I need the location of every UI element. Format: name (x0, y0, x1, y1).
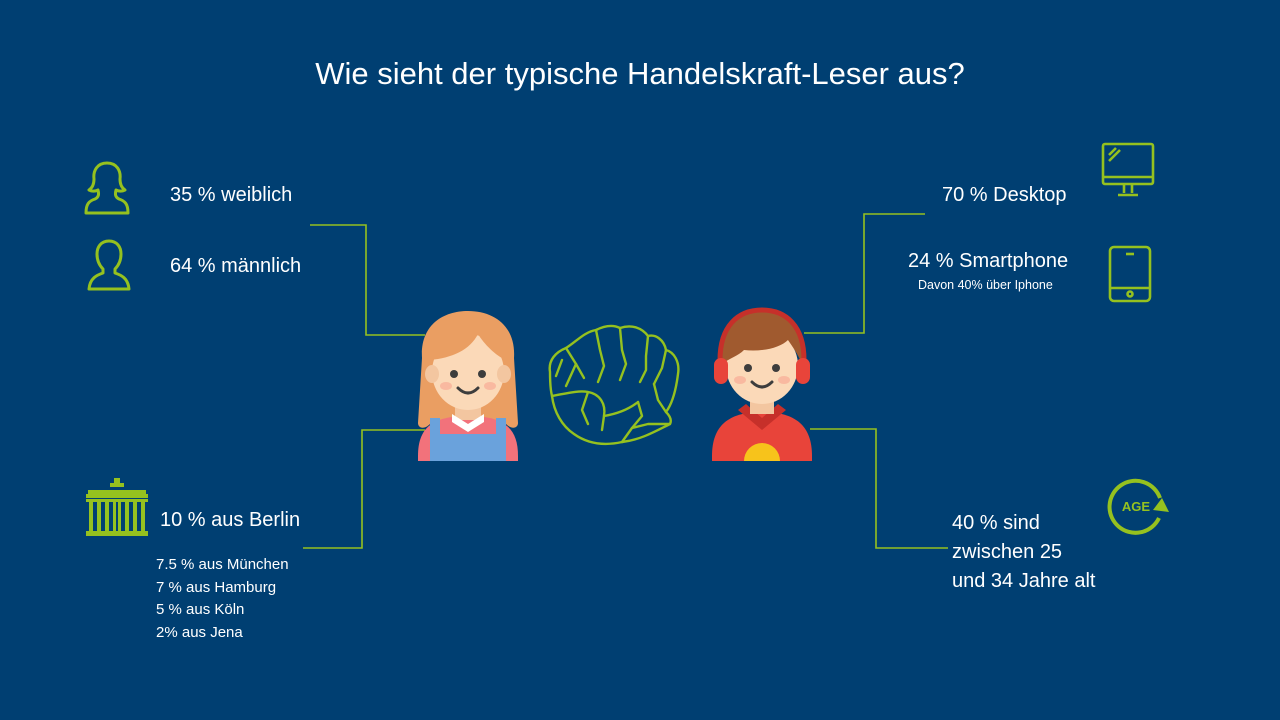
brandenburg-gate-icon (86, 478, 148, 536)
berlin-share: 10 % aus Berlin (160, 509, 301, 531)
smartphone-share: 24 % Smartphone (908, 250, 1069, 272)
pointing-fist-icon (548, 324, 680, 446)
age-line-2: zwischen 25 (952, 541, 1063, 563)
girl-avatar (418, 311, 518, 461)
female-share: 35 % weiblich (170, 184, 293, 206)
city-jena: 2% aus Jena (156, 623, 243, 641)
city-munich: 7.5 % aus München (156, 556, 289, 573)
age-cycle-icon: AGE (1107, 478, 1169, 535)
male-share: 64 % männlich (170, 255, 302, 277)
iphone-note: Davon 40% über Iphone (918, 278, 1053, 292)
female-person-icon (84, 161, 130, 215)
age-line-3: und 34 Jahre alt (952, 570, 1096, 592)
city-list: 7.5 % aus München 7 % aus Hamburg 5 % au… (156, 554, 289, 644)
page-title: Wie sieht der typische Handelskraft-Lese… (315, 56, 965, 91)
city-hamburg: 7 % aus Hamburg (156, 578, 277, 596)
age-share: 40 % sind zwischen 25 und 34 Jahre alt (952, 509, 1095, 596)
desktop-monitor-icon (1101, 142, 1155, 197)
male-person-icon (87, 239, 131, 291)
boy-avatar (712, 307, 812, 461)
desktop-share: 70 % Desktop (942, 184, 1067, 206)
city-cologne: 5 % aus Köln (156, 601, 245, 618)
age-icon-label: AGE (1122, 499, 1151, 514)
smartphone-icon (1108, 245, 1152, 303)
age-line-1: 40 % sind (952, 512, 1040, 534)
